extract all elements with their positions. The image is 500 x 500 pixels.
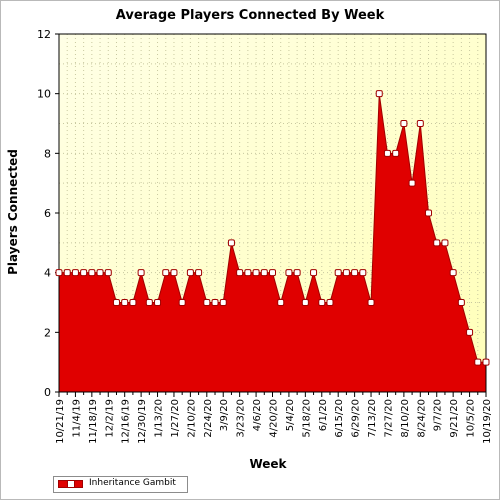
data-point-marker <box>318 299 326 306</box>
x-tick-label: 11/18/19 <box>88 399 99 444</box>
data-point-marker <box>433 239 441 247</box>
data-point-marker <box>408 179 416 187</box>
data-point-marker <box>178 299 186 306</box>
data-point-marker <box>293 269 301 277</box>
data-point-marker <box>186 269 194 277</box>
x-tick-label: 8/24/20 <box>416 399 427 438</box>
data-point-marker <box>359 269 367 277</box>
data-point-marker <box>227 239 235 247</box>
data-point-marker <box>170 269 178 277</box>
data-point-marker <box>162 269 170 277</box>
data-point-marker <box>63 269 71 277</box>
data-point-marker <box>195 269 203 277</box>
data-point-marker <box>392 149 400 157</box>
x-tick-label: 12/2/19 <box>104 399 115 438</box>
data-point-marker <box>121 299 129 306</box>
data-point-marker <box>244 269 252 277</box>
x-tick-label: 7/13/20 <box>367 399 378 438</box>
x-tick-label: 6/29/20 <box>351 399 362 438</box>
x-tick-labels: 10/21/19 11/4/19 11/18/19 12/2/19 12/16/19 12… <box>55 392 493 444</box>
data-point-marker <box>482 358 490 366</box>
x-tick-label: 10/19/20 <box>482 399 493 444</box>
y-tick-label: 10 <box>37 88 51 101</box>
y-tick-label: 12 <box>37 28 51 41</box>
data-point-marker <box>112 299 120 306</box>
x-tick-label: 6/15/20 <box>334 399 345 438</box>
legend-swatch <box>58 480 83 488</box>
data-point-marker <box>383 149 391 157</box>
data-point-marker <box>137 269 145 277</box>
y-tick-label: 8 <box>44 147 51 160</box>
data-point-marker <box>416 120 424 127</box>
x-tick-label: 8/10/20 <box>400 399 411 438</box>
x-tick-label: 10/5/20 <box>466 399 477 438</box>
data-point-marker <box>154 299 162 306</box>
data-point-marker <box>474 358 482 366</box>
x-tick-label: 2/24/20 <box>203 399 214 438</box>
legend: Inheritance Gambit <box>53 476 188 493</box>
y-tick-labels: 0 2 4 6 8 10 12 <box>37 28 59 399</box>
data-point-marker <box>88 269 96 277</box>
y-tick-label: 4 <box>44 267 51 280</box>
data-point-marker <box>236 269 244 277</box>
data-point-marker <box>285 269 293 277</box>
x-tick-label: 1/27/20 <box>170 399 181 438</box>
x-tick-label: 6/1/20 <box>318 399 329 431</box>
data-point-marker <box>260 269 268 277</box>
data-point-marker <box>425 209 433 217</box>
data-point-marker <box>55 269 63 277</box>
x-tick-label: 7/27/20 <box>383 399 394 438</box>
x-tick-label: 3/9/20 <box>219 399 230 431</box>
data-point-marker <box>400 120 408 127</box>
data-point-marker <box>334 269 342 277</box>
y-tick-label: 6 <box>44 207 51 220</box>
data-point-marker <box>96 269 104 277</box>
data-point-marker <box>145 299 153 306</box>
series-area-fill <box>59 93 486 393</box>
data-point-marker <box>375 90 383 98</box>
data-point-marker <box>269 269 276 277</box>
y-tick-label: 0 <box>44 386 51 399</box>
data-point-marker <box>301 299 309 306</box>
x-tick-label: 1/13/20 <box>154 399 165 438</box>
x-axis-label: Week <box>249 457 287 471</box>
x-tick-label: 12/30/19 <box>137 399 148 444</box>
data-point-marker <box>277 299 285 306</box>
data-point-marker <box>326 299 334 306</box>
x-tick-label: 3/23/20 <box>236 399 247 438</box>
data-point-marker <box>449 269 457 277</box>
data-point-marker <box>211 299 219 306</box>
x-tick-label: 4/20/20 <box>269 399 280 438</box>
series-markers <box>55 90 490 366</box>
x-tick-label: 2/10/20 <box>186 399 197 438</box>
data-point-marker <box>203 299 211 306</box>
x-tick-label: 5/4/20 <box>285 399 296 431</box>
data-point-marker <box>457 299 465 306</box>
data-point-marker <box>367 299 375 306</box>
x-tick-label: 10/21/19 <box>55 399 66 444</box>
x-tick-label: 5/18/20 <box>301 399 312 438</box>
data-point-marker <box>80 269 88 277</box>
data-point-marker <box>342 269 350 277</box>
x-tick-label: 4/6/20 <box>252 399 263 431</box>
y-tick-label: 2 <box>44 326 51 339</box>
data-point-marker <box>71 269 79 277</box>
x-tick-label: 11/4/19 <box>71 399 82 438</box>
data-point-marker <box>441 239 449 247</box>
x-tick-label: 12/16/19 <box>121 399 132 444</box>
data-point-marker <box>466 328 474 336</box>
data-point-marker <box>252 269 260 277</box>
chart-title: Average Players Connected By Week <box>115 8 385 23</box>
x-tick-label: 9/21/20 <box>449 399 460 438</box>
data-point-marker <box>351 269 359 277</box>
data-point-marker <box>129 299 137 306</box>
data-point-marker <box>310 269 318 277</box>
legend-label: Inheritance Gambit <box>89 478 176 488</box>
data-point-marker <box>104 269 112 277</box>
x-tick-label: 9/7/20 <box>433 399 444 431</box>
data-point-marker <box>219 299 227 306</box>
